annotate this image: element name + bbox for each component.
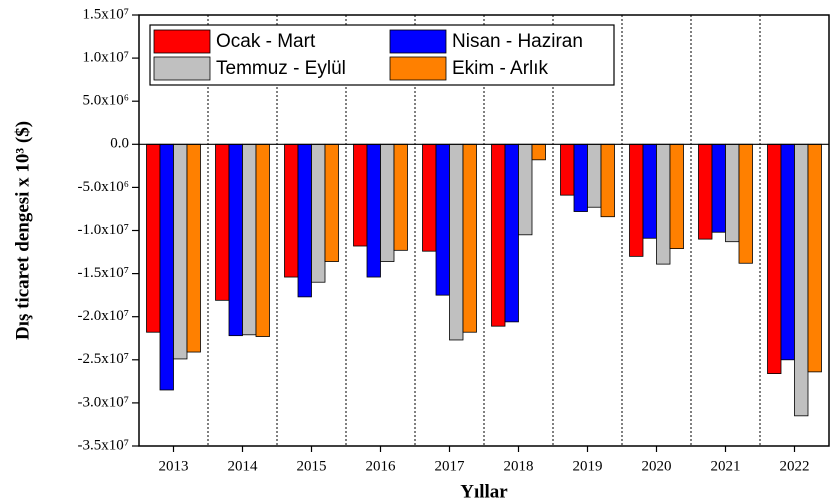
bar xyxy=(173,143,188,360)
x-tick-label: 2022 xyxy=(780,458,810,474)
y-tick-label: -1.0x10⁷ xyxy=(78,222,129,238)
bar xyxy=(393,143,408,251)
bar xyxy=(186,143,201,353)
y-tick-label: -3.5x10⁷ xyxy=(78,437,129,453)
bar xyxy=(656,143,671,265)
bar xyxy=(531,143,546,161)
x-tick-label: 2014 xyxy=(228,458,259,474)
bar xyxy=(324,143,339,262)
x-tick-label: 2019 xyxy=(573,458,603,474)
bar xyxy=(159,143,174,391)
bar xyxy=(698,143,713,240)
bar xyxy=(242,143,257,336)
x-tick-label: 2021 xyxy=(711,458,741,474)
bar xyxy=(146,143,161,333)
bar xyxy=(669,143,684,250)
x-tick-label: 2017 xyxy=(435,458,466,474)
bar xyxy=(228,143,243,337)
x-tick-label: 2013 xyxy=(159,458,189,474)
x-tick-label: 2015 xyxy=(297,458,327,474)
bar xyxy=(738,143,753,264)
bar xyxy=(297,143,312,298)
y-tick-label: -2.0x10⁷ xyxy=(78,308,129,324)
y-tick-label: -2.5x10⁷ xyxy=(78,351,129,367)
bar xyxy=(780,143,795,361)
y-axis-title: Dış ticaret dengesi x 10³ ($) xyxy=(12,121,33,340)
y-tick-label: 1.0x10⁷ xyxy=(83,50,129,66)
bar xyxy=(642,143,657,239)
bar xyxy=(573,143,588,212)
bar xyxy=(587,143,602,208)
y-tick-label: -1.5x10⁷ xyxy=(78,265,129,281)
legend-label: Ocak - Mart xyxy=(216,31,316,52)
bar xyxy=(491,143,506,327)
bar xyxy=(215,143,230,301)
bar xyxy=(366,143,381,278)
bar xyxy=(518,143,533,236)
legend-box xyxy=(149,24,615,86)
y-tick-label: 1.5x10⁷ xyxy=(83,6,129,22)
legend-label: Nisan - Haziran xyxy=(452,31,583,52)
y-tick-label: -3.0x10⁷ xyxy=(78,394,129,410)
bar xyxy=(725,143,740,243)
x-tick-label: 2016 xyxy=(366,458,397,474)
bar xyxy=(435,143,450,296)
legend-label: Temmuz - Eylül xyxy=(216,58,346,79)
bar xyxy=(353,143,368,247)
x-tick-label: 2020 xyxy=(642,458,672,474)
legend-swatch xyxy=(389,56,447,81)
bar xyxy=(807,143,822,373)
y-tick-label: 0.0 xyxy=(110,136,129,152)
bar xyxy=(504,143,519,323)
bar xyxy=(380,143,395,262)
legend-swatch xyxy=(153,29,211,54)
bar xyxy=(449,143,464,341)
x-tick-label: 2018 xyxy=(504,458,534,474)
bar xyxy=(311,143,326,283)
plot-frame xyxy=(138,14,830,447)
y-tick-label: -5.0x10⁶ xyxy=(78,179,129,195)
bar xyxy=(255,143,270,337)
bar xyxy=(767,143,782,374)
bar xyxy=(560,143,575,196)
legend-swatch xyxy=(153,56,211,81)
bar xyxy=(284,143,299,278)
bar xyxy=(629,143,644,257)
legend-swatch xyxy=(389,29,447,54)
bar xyxy=(600,143,615,218)
y-tick-label: 5.0x10⁶ xyxy=(83,93,129,109)
legend-label: Ekim - Arlık xyxy=(452,58,549,79)
bar xyxy=(422,143,437,252)
x-axis-title: Yıllar xyxy=(460,481,508,502)
bar xyxy=(462,143,477,333)
bar xyxy=(711,143,726,233)
bar xyxy=(794,143,809,417)
